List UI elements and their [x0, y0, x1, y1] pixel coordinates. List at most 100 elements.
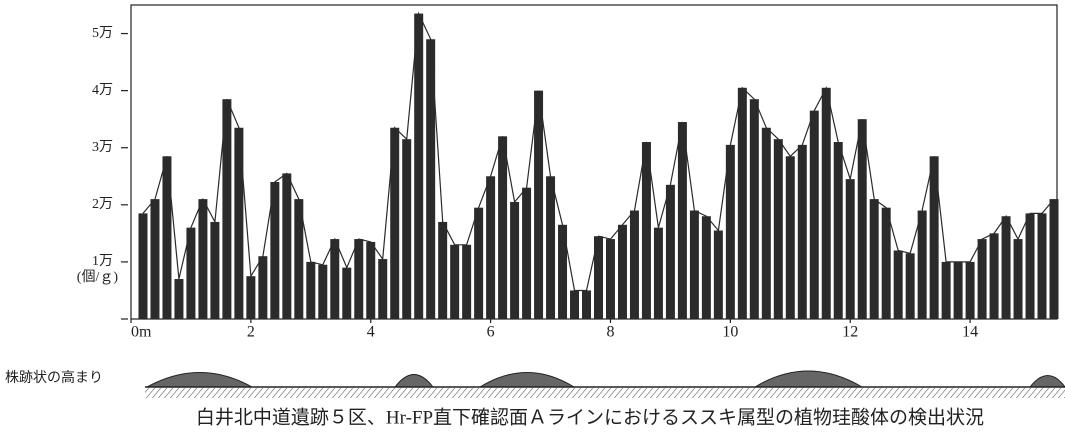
- y-tick-label: 5万: [92, 26, 113, 41]
- bar: [689, 210, 699, 319]
- bar: [809, 110, 819, 319]
- y-tick-label: 3万: [92, 140, 113, 155]
- bar: [174, 279, 184, 319]
- bar: [677, 122, 687, 319]
- bar: [869, 199, 879, 319]
- bar: [821, 87, 831, 319]
- bar: [629, 210, 639, 319]
- bar: [929, 156, 939, 319]
- bar: [138, 213, 148, 319]
- bar: [162, 156, 172, 319]
- bar: [294, 199, 304, 319]
- bar: [402, 139, 412, 319]
- x-tick-label: 2: [247, 324, 255, 341]
- bar: [186, 227, 196, 319]
- bar: [761, 127, 771, 319]
- bar: [725, 144, 735, 319]
- bar: [546, 176, 556, 319]
- bar: [558, 224, 568, 319]
- bar: [450, 244, 460, 319]
- x-tick-label: 14: [962, 324, 978, 341]
- mound: [753, 370, 864, 388]
- bar: [414, 13, 424, 320]
- bar: [426, 39, 436, 319]
- bar: [797, 144, 807, 319]
- bar: [953, 261, 963, 319]
- bar: [857, 119, 867, 319]
- bar: [438, 221, 448, 319]
- y-tick-label: 2万: [92, 197, 113, 212]
- bar: [665, 184, 675, 319]
- bar: [510, 201, 520, 319]
- y-tick-label: 4万: [92, 83, 113, 98]
- mound: [478, 372, 576, 388]
- bar: [965, 261, 975, 319]
- bar: [641, 142, 651, 319]
- bar: [462, 244, 472, 319]
- x-tick-label: 4: [367, 324, 375, 341]
- bar: [1013, 239, 1023, 319]
- mounds: [146, 370, 1065, 388]
- bar: [498, 136, 508, 319]
- x-tick-label: 8: [606, 324, 614, 341]
- bar: [570, 290, 580, 319]
- bar: [390, 127, 400, 319]
- bar: [246, 276, 256, 319]
- bar: [258, 256, 268, 319]
- x-tick-label: 12: [842, 324, 858, 341]
- bar: [653, 227, 663, 319]
- bar: [198, 199, 208, 319]
- x-tick-label: 0m: [131, 324, 152, 341]
- bar: [282, 173, 292, 319]
- bar: [941, 261, 951, 319]
- bar: [534, 90, 544, 320]
- bar: [342, 267, 352, 319]
- mound: [146, 372, 254, 388]
- bar: [989, 233, 999, 319]
- bar: [582, 290, 592, 319]
- bar: [522, 187, 532, 319]
- bar: [150, 199, 160, 319]
- bar: [1037, 213, 1047, 319]
- bar: [594, 236, 603, 319]
- ground-hatch: [145, 388, 1065, 398]
- bar: [318, 264, 328, 319]
- bar: [1049, 199, 1059, 319]
- bar: [366, 241, 376, 319]
- bar: [749, 99, 759, 319]
- y-tick-label: 1万: [92, 254, 113, 269]
- bar: [917, 210, 927, 319]
- y-unit: (個/ｇ): [77, 269, 119, 285]
- x-tick-label: 6: [487, 324, 495, 341]
- bar: [270, 181, 280, 319]
- x-tick-label: 10: [722, 324, 738, 341]
- bar: [893, 250, 903, 319]
- trend-line: [142, 11, 1055, 292]
- bar: [881, 207, 891, 319]
- bar: [222, 99, 232, 319]
- bar: [486, 176, 496, 319]
- bar: [378, 259, 388, 319]
- bar: [306, 261, 316, 319]
- bar: [354, 239, 364, 319]
- bar: [1001, 216, 1011, 319]
- bar: [234, 127, 244, 319]
- caption: 白井北中道遺跡５区、Hr-FP直下確認面Ａラインにおけるススキ属型の植物珪酸体の…: [196, 406, 984, 428]
- bar: [833, 142, 843, 319]
- mound: [393, 374, 435, 388]
- feature-label: 株跡状の高まり: [5, 369, 103, 386]
- bar: [977, 239, 987, 319]
- bar: [845, 179, 855, 319]
- bar: [617, 224, 627, 319]
- bar: [773, 139, 783, 319]
- bar: [737, 87, 747, 319]
- bar: [330, 239, 340, 319]
- bar: [905, 253, 915, 319]
- bar: [713, 230, 723, 319]
- mound: [1028, 375, 1065, 388]
- bar: [1025, 213, 1035, 319]
- bar: [474, 207, 484, 319]
- bar: [605, 239, 615, 319]
- bar: [785, 156, 795, 319]
